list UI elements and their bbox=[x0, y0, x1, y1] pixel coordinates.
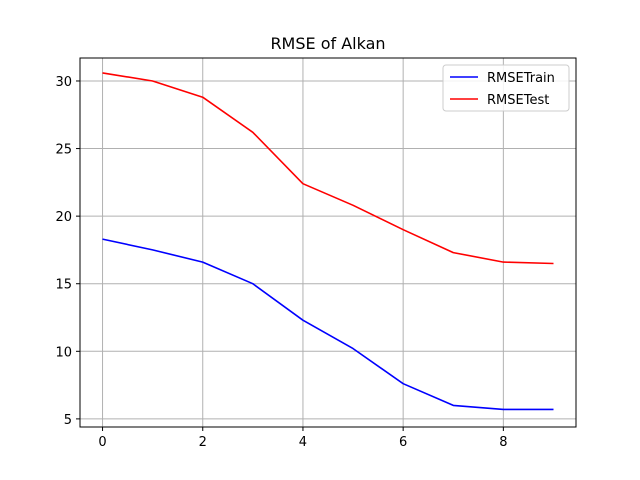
y-tick-label: 20 bbox=[55, 210, 72, 225]
legend: RMSETrain RMSETest bbox=[442, 64, 570, 112]
y-tick-label: 5 bbox=[64, 413, 72, 428]
y-tick-label: 30 bbox=[55, 75, 72, 90]
x-tick-label: 6 bbox=[399, 435, 407, 450]
y-tick-label: 25 bbox=[55, 143, 72, 158]
axes: 0 2 4 6 8 5 10 15 20 25 30 bbox=[55, 75, 507, 450]
x-tick-label: 8 bbox=[499, 435, 507, 450]
x-tick-label: 0 bbox=[98, 435, 106, 450]
series-layer bbox=[102, 72, 554, 411]
y-tick-label: 15 bbox=[55, 278, 72, 293]
series-line-rmsetest bbox=[102, 72, 554, 265]
x-tick-label: 2 bbox=[199, 435, 207, 450]
x-tick-label: 4 bbox=[299, 435, 307, 450]
plot-frame bbox=[79, 57, 577, 428]
legend-label: RMSETest bbox=[487, 93, 549, 108]
chart-title: RMSE of Alkan bbox=[270, 34, 385, 53]
series-line-rmsetrain bbox=[102, 238, 554, 411]
legend-label: RMSETrain bbox=[487, 71, 555, 86]
y-tick-label: 10 bbox=[55, 345, 72, 360]
